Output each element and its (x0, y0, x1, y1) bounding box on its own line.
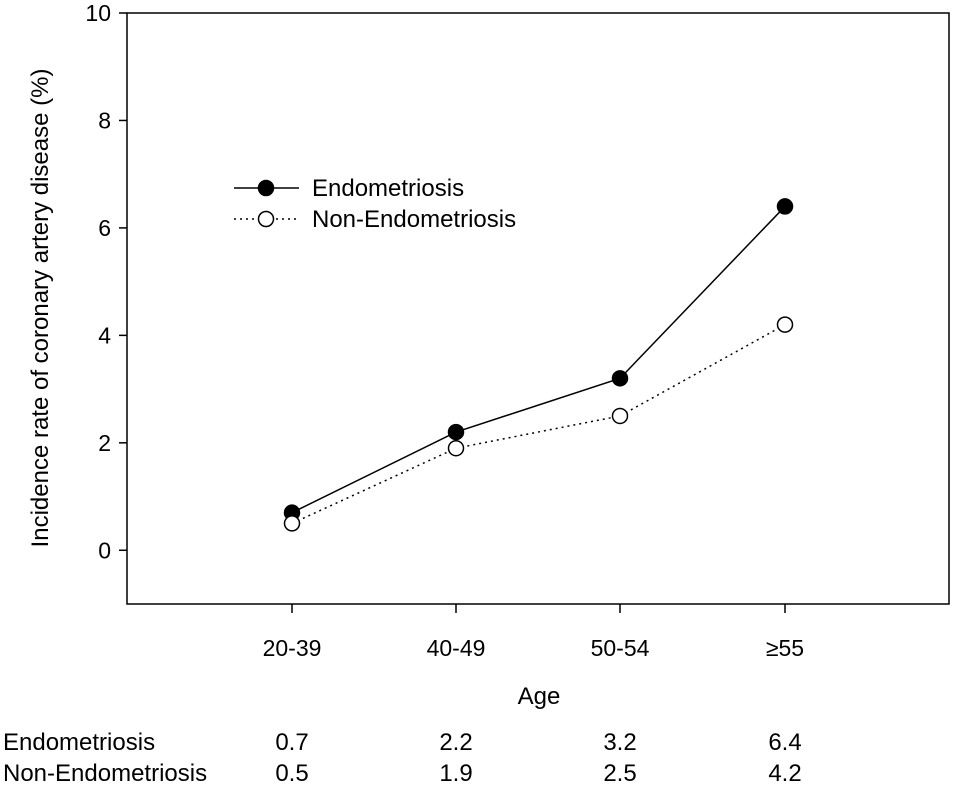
table-row-label: Endometriosis (3, 729, 155, 756)
series-line-non-endometriosis (291, 323, 786, 525)
data-point-non-endometriosis (776, 316, 794, 333)
table-cell: 1.9 (439, 760, 472, 787)
y-tick-label: 0 (98, 537, 111, 563)
table-cell: 3.2 (603, 729, 636, 756)
y-tick-label: 4 (98, 322, 111, 348)
data-table: Endometriosis 0.7 2.2 3.2 6.4 Non-Endome… (3, 729, 802, 787)
y-tick-label: 10 (85, 0, 111, 26)
x-tick-label: 50-54 (591, 635, 650, 661)
x-axis-title: Age (518, 683, 561, 710)
y-tick-label: 6 (98, 215, 111, 241)
x-tick-label: 40-49 (427, 635, 486, 661)
table-cell: 2.2 (439, 729, 472, 756)
plot-area-frame (126, 12, 950, 605)
legend-label-non-endometriosis: Non-Endometriosis (312, 206, 516, 233)
y-tick-label: 8 (98, 107, 111, 133)
table-row-label: Non-Endometriosis (3, 760, 207, 787)
data-point-endometriosis (776, 198, 794, 215)
legend-label-endometriosis: Endometriosis (312, 175, 464, 202)
y-axis: 0 2 4 6 8 10 (85, 0, 127, 563)
table-cell: 0.7 (275, 729, 308, 756)
x-axis: 20-39 40-49 50-54 ≥55 (263, 604, 804, 661)
data-point-non-endometriosis (283, 515, 301, 532)
data-point-non-endometriosis (447, 439, 465, 457)
y-tick-label: 2 (98, 430, 111, 456)
legend-marker-non-endometriosis (257, 210, 275, 228)
table-cell: 0.5 (275, 760, 308, 787)
data-point-endometriosis (611, 370, 629, 387)
table-cell: 2.5 (603, 760, 636, 787)
data-point-non-endometriosis (611, 407, 629, 425)
x-tick-label: 20-39 (263, 635, 322, 661)
series-layer (283, 198, 794, 532)
table-cell: 4.2 (768, 760, 801, 787)
series-line-endometriosis (291, 205, 786, 514)
x-tick-label: ≥55 (766, 635, 804, 661)
y-axis-title: Incidence rate of coronary artery diseas… (27, 69, 54, 548)
data-point-endometriosis (447, 423, 465, 441)
legend-marker-endometriosis (257, 179, 275, 197)
table-cell: 6.4 (768, 729, 801, 756)
legend: Endometriosis Non-Endometriosis (234, 175, 516, 233)
